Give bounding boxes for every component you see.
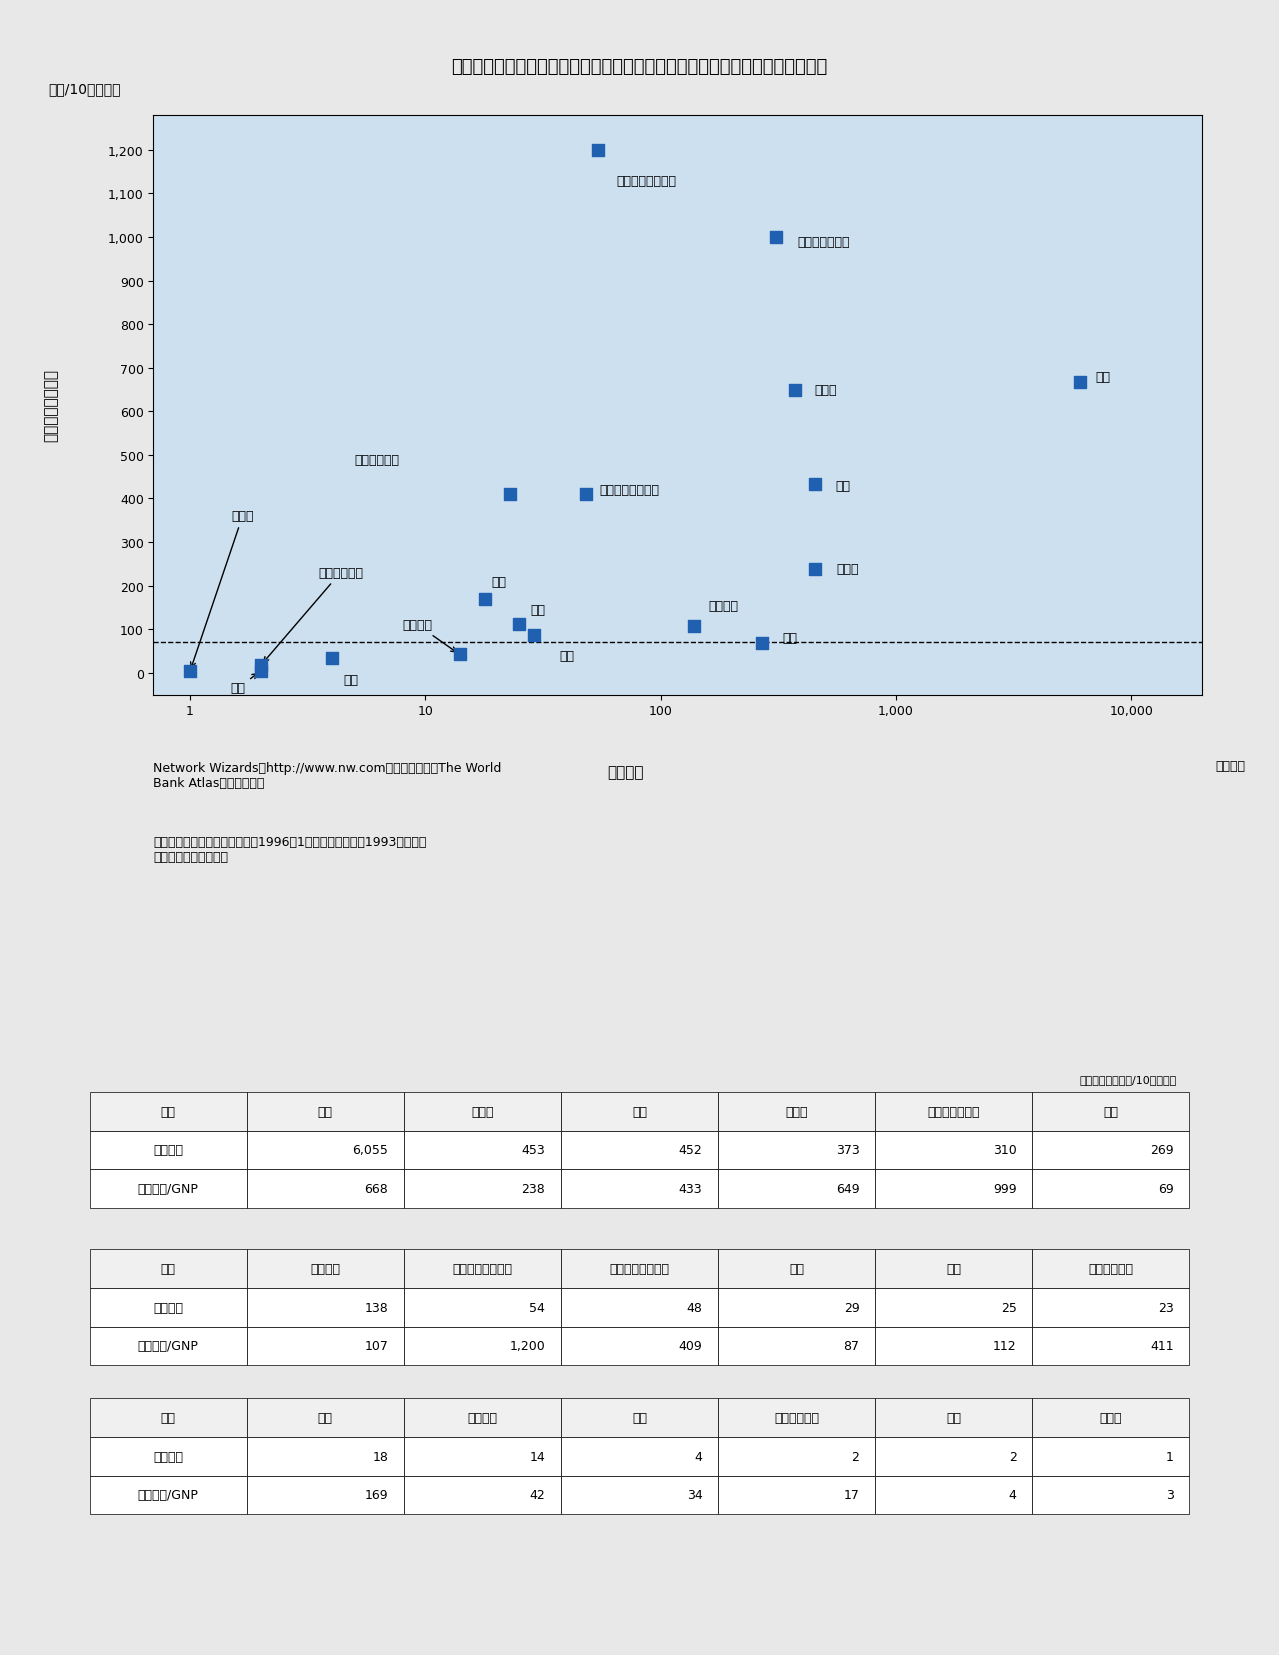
X-axis label: ホスト数: ホスト数 (608, 765, 643, 780)
Text: （台/10兆ドル）: （台/10兆ドル） (49, 81, 122, 96)
Text: 韓国: 韓国 (559, 649, 574, 662)
Point (251, 652, 271, 679)
Point (251, 659, 271, 685)
Text: 台湾: 台湾 (531, 604, 546, 617)
Text: オーストラリア: オーストラリア (797, 235, 849, 248)
Point (683, 614, 703, 640)
Text: インド: インド (191, 510, 255, 669)
Text: （千台）: （千台） (1215, 760, 1244, 773)
Point (804, 472, 825, 498)
Point (804, 556, 825, 583)
Text: 日本: 日本 (783, 632, 798, 645)
Point (321, 645, 341, 672)
Point (524, 622, 545, 649)
Point (752, 631, 773, 657)
Text: 中国: 中国 (230, 674, 257, 695)
Text: インドネシア: インドネシア (263, 566, 363, 662)
Text: シンガポール: シンガポール (354, 453, 399, 467)
Point (509, 611, 530, 637)
Text: 第３－１－６図　経済規模とインターネット接続ホストコンピュータ数の関係: 第３－１－６図 経済規模とインターネット接続ホストコンピュータ数の関係 (451, 58, 828, 76)
Text: フランス: フランス (709, 599, 739, 612)
Text: 南アフリカ共和国: 南アフリカ共和国 (600, 483, 660, 496)
Point (476, 586, 496, 612)
Text: 英国: 英国 (835, 480, 851, 493)
Point (587, 137, 608, 164)
Text: タイ: タイ (344, 674, 358, 687)
Text: （注）ホストコンピュータ数は1996年1月現在、ＧＮＰは1993年現在の
　　データを用いた。: （注）ホストコンピュータ数は1996年1月現在、ＧＮＰは1993年現在の データ… (153, 836, 427, 864)
Text: ホスト数／ＧＮＰ: ホスト数／ＧＮＰ (43, 369, 59, 442)
Text: （単位：千台、台/10兆ドル）: （単位：千台、台/10兆ドル） (1079, 1074, 1177, 1084)
Point (449, 642, 469, 669)
Text: ドイツ: ドイツ (836, 563, 859, 576)
Point (785, 377, 806, 404)
Point (1071, 369, 1091, 396)
Text: Network Wizards（http://www.nw.com）、世界銀行「The World
Bank Atlas」により作成: Network Wizards（http://www.nw.com）、世界銀行「… (153, 761, 501, 789)
Point (576, 482, 596, 508)
Point (766, 225, 787, 252)
Text: メキシコ: メキシコ (403, 619, 457, 652)
Text: 米国: 米国 (1095, 371, 1110, 384)
Text: ニュージーランド: ニュージーランド (616, 175, 677, 187)
Text: カナダ: カナダ (815, 384, 836, 397)
Text: 香港: 香港 (491, 576, 506, 589)
Point (500, 482, 521, 508)
Point (180, 659, 201, 685)
